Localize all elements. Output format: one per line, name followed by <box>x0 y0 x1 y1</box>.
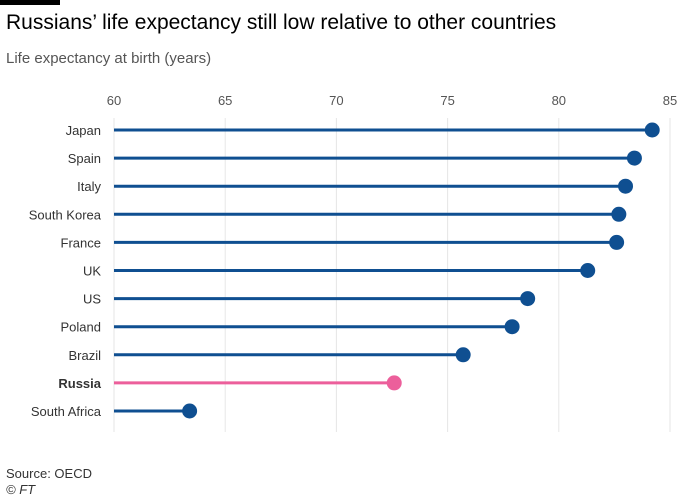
x-tick-label: 80 <box>552 93 566 108</box>
lollipop-dot <box>644 122 660 138</box>
category-label: Spain <box>68 151 101 166</box>
x-tick-label: 85 <box>663 93 677 108</box>
category-label: South Africa <box>31 404 102 419</box>
lollipop-dot <box>504 319 520 335</box>
lollipop-dot <box>580 263 596 278</box>
lollipop-dot <box>618 178 634 194</box>
category-label: Russia <box>58 376 101 391</box>
source-note: Source: OECD <box>6 466 92 481</box>
chart-title: Russians’ life expectancy still low rela… <box>6 11 557 34</box>
x-tick-label: 65 <box>218 93 232 108</box>
category-label: US <box>83 292 101 307</box>
category-label: UK <box>83 264 101 279</box>
x-tick-label: 70 <box>329 93 343 108</box>
x-tick-label: 75 <box>440 93 454 108</box>
category-label: Japan <box>66 123 101 138</box>
category-label: South Korea <box>29 207 102 222</box>
lollipop-dot <box>609 234 625 250</box>
category-label: Brazil <box>68 348 101 363</box>
lollipop-dot <box>626 150 642 166</box>
chart-subtitle: Life expectancy at birth (years) <box>6 50 212 67</box>
category-label: France <box>61 235 101 250</box>
brand-bar <box>0 0 60 5</box>
credit-note: © FT <box>6 482 36 497</box>
category-label: Poland <box>61 320 101 335</box>
lollipop-dot <box>455 347 471 363</box>
lollipop-dot <box>611 206 627 222</box>
lollipop-chart: 60 65 70 75 80 85 Japan Spain Italy South Korea Fr… <box>29 93 677 432</box>
lollipop-dot <box>182 403 198 419</box>
x-tick-label: 60 <box>107 93 121 108</box>
lollipop-dot <box>520 291 536 307</box>
category-label: Italy <box>77 179 101 194</box>
lollipop-dot <box>386 375 402 391</box>
